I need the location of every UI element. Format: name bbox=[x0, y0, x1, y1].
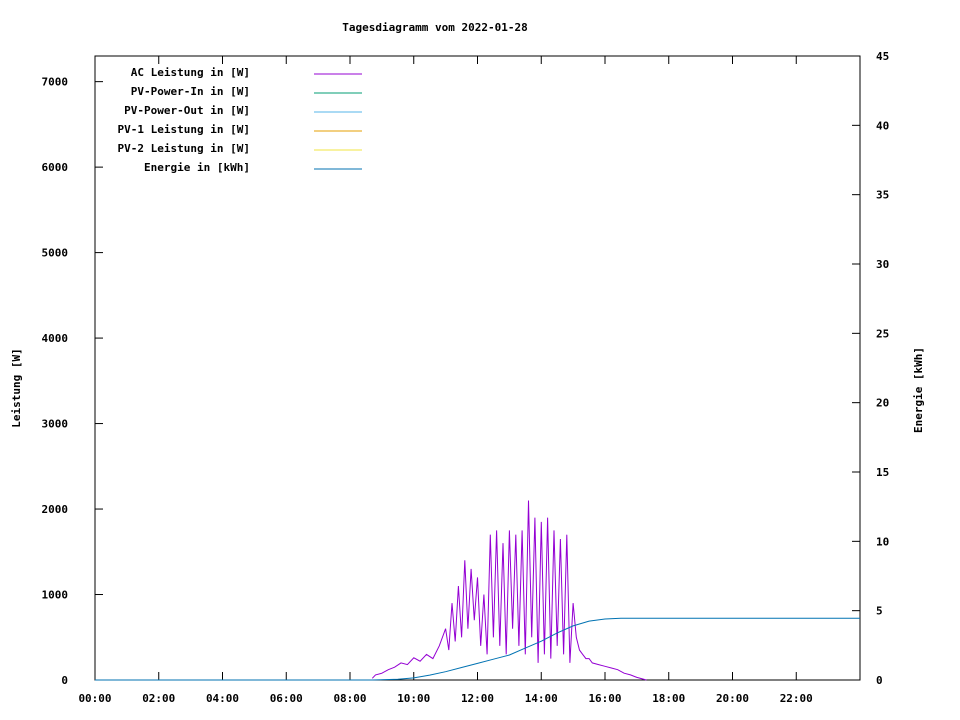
y2-tick-label: 45 bbox=[876, 50, 889, 63]
legend-label: PV-Power-Out in [W] bbox=[124, 104, 250, 117]
legend-label: AC Leistung in [W] bbox=[131, 66, 250, 79]
x-axis-tick-labels: 00:00 02:00 04:00 06:00 08:00 10:00 12:00 14:00… bbox=[78, 692, 812, 705]
y-tick-label: 7000 bbox=[42, 76, 69, 89]
legend-label: PV-2 Leistung in [W] bbox=[118, 142, 250, 155]
y-tick-label: 6000 bbox=[42, 161, 69, 174]
y2-axis-tick-labels: 0 5 10 15 20 25 30 35 40 45 bbox=[876, 50, 889, 687]
x-tick-label: 02:00 bbox=[142, 692, 175, 705]
series-layer bbox=[95, 500, 860, 681]
x-tick-label: 00:00 bbox=[78, 692, 111, 705]
legend-label: Energie in [kWh] bbox=[144, 161, 250, 174]
legend-label: PV-Power-In in [W] bbox=[131, 85, 250, 98]
x-tick-label: 16:00 bbox=[588, 692, 621, 705]
y-axis-tick-labels: 0 1000 2000 3000 4000 5000 6000 7000 bbox=[42, 76, 69, 687]
x-tick-label: 18:00 bbox=[652, 692, 685, 705]
y2-axis-label: Energie [kWh] bbox=[912, 347, 925, 433]
x-tick-label: 06:00 bbox=[270, 692, 303, 705]
x-tick-label: 08:00 bbox=[333, 692, 366, 705]
y-axis-label: Leistung [W] bbox=[10, 348, 23, 427]
y2-tick-label: 10 bbox=[876, 535, 889, 548]
y2-tick-label: 25 bbox=[876, 327, 889, 340]
y2-tick-label: 30 bbox=[876, 258, 889, 271]
y-tick-label: 2000 bbox=[42, 503, 69, 516]
y-tick-label: 4000 bbox=[42, 332, 69, 345]
x-tick-label: 14:00 bbox=[525, 692, 558, 705]
chart-title: Tagesdiagramm vom 2022-01-28 bbox=[342, 21, 527, 34]
y-tick-label: 0 bbox=[61, 674, 68, 687]
series-line-1 bbox=[95, 617, 860, 681]
y2-tick-label: 35 bbox=[876, 189, 889, 202]
x-tick-label: 04:00 bbox=[206, 692, 239, 705]
x-tick-label: 22:00 bbox=[780, 692, 813, 705]
axis-ticks bbox=[94, 55, 860, 681]
x-tick-label: 12:00 bbox=[461, 692, 494, 705]
series-line-0 bbox=[371, 500, 647, 681]
y2-tick-label: 15 bbox=[876, 466, 889, 479]
y-tick-label: 5000 bbox=[42, 247, 69, 260]
x-tick-label: 10:00 bbox=[397, 692, 430, 705]
y2-tick-label: 0 bbox=[876, 674, 883, 687]
legend-label: PV-1 Leistung in [W] bbox=[118, 123, 250, 136]
y-tick-label: 3000 bbox=[42, 418, 69, 431]
y2-tick-label: 5 bbox=[876, 605, 883, 618]
legend: AC Leistung in [W] PV-Power-In in [W] PV-P… bbox=[118, 66, 362, 174]
y2-tick-label: 20 bbox=[876, 397, 889, 410]
x-tick-label: 20:00 bbox=[716, 692, 749, 705]
y-tick-label: 1000 bbox=[42, 589, 69, 602]
y2-tick-label: 40 bbox=[876, 119, 889, 132]
